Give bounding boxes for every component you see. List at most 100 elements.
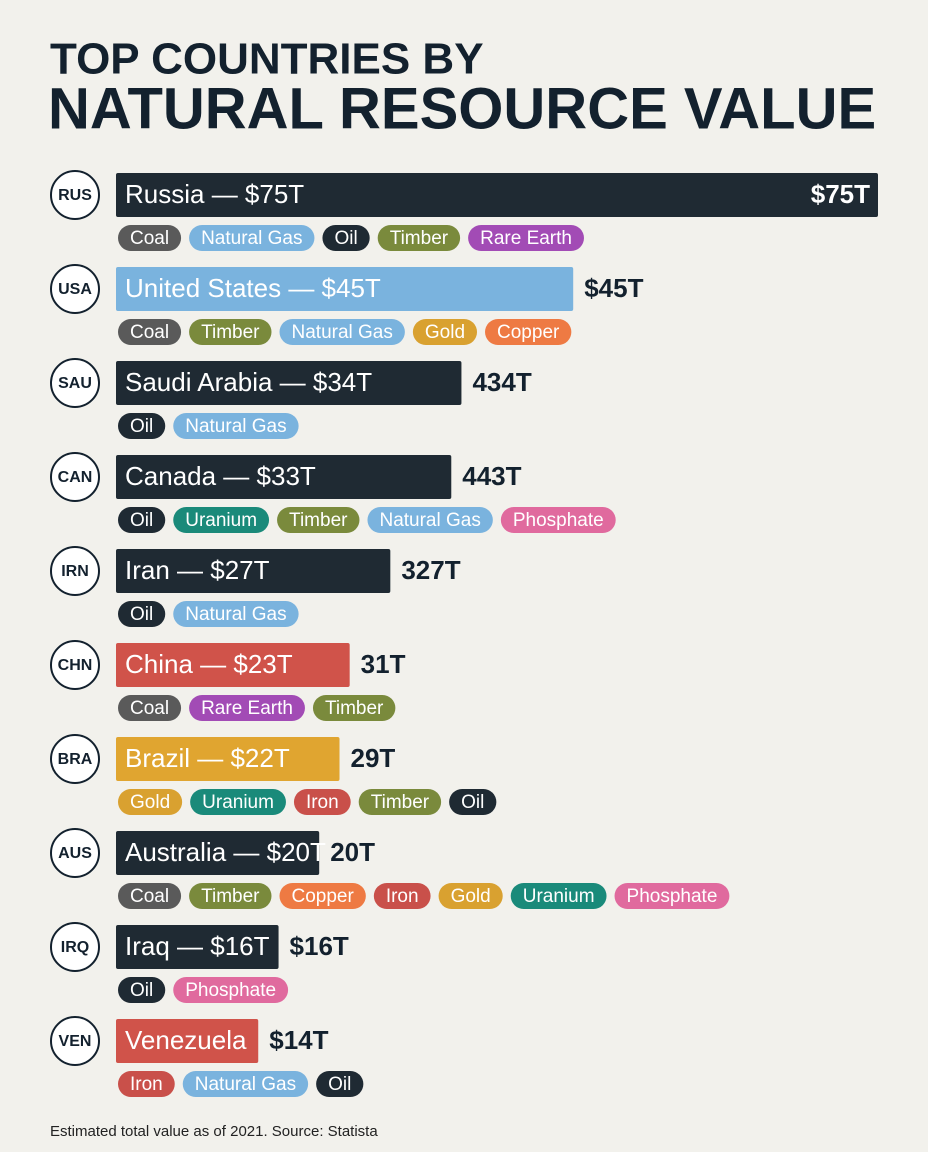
- tag-label: Oil: [130, 416, 153, 437]
- tag-pill: [279, 883, 366, 909]
- bar-label: Iraq — $16T: [125, 931, 270, 961]
- country-code: RUS: [58, 187, 92, 204]
- bar: [116, 737, 340, 781]
- tag-label: Iron: [130, 1074, 163, 1095]
- tag-pill: [173, 601, 299, 627]
- outside-label: 20T: [330, 837, 375, 867]
- tag-label: Iron: [386, 886, 419, 907]
- tag-label: Uranium: [185, 510, 257, 531]
- bar: [116, 643, 350, 687]
- tag-label: Coal: [130, 698, 169, 719]
- tag-pill: [189, 883, 272, 909]
- outside-label: 29T: [351, 743, 396, 773]
- outside-label: $14T: [269, 1025, 328, 1055]
- tag-pill: [412, 319, 478, 345]
- bar-label: Venezuela: [125, 1025, 247, 1055]
- bar-label: Russia — $75T: [125, 179, 304, 209]
- bar-label: Iran — $27T: [125, 555, 270, 585]
- bar: [116, 549, 391, 593]
- tag-pill: [189, 319, 272, 345]
- tag-label: Natural Gas: [185, 604, 286, 625]
- tag-label: Coal: [130, 322, 169, 343]
- bar-label: Brazil — $22T: [125, 743, 290, 773]
- country-code: BRA: [58, 751, 93, 768]
- code-badge: [50, 452, 100, 502]
- code-badge: [50, 264, 100, 314]
- tag-label: Oil: [130, 604, 153, 625]
- tag-label: Gold: [425, 322, 465, 343]
- tag-label: Copper: [292, 886, 355, 907]
- bar: [116, 361, 462, 405]
- bar-label: China — $23T: [125, 649, 293, 679]
- tag-label: Uranium: [202, 792, 274, 813]
- tag-label: Coal: [130, 886, 169, 907]
- bar: [116, 455, 452, 499]
- tag-pill: [173, 977, 289, 1003]
- tag-label: Iron: [306, 792, 339, 813]
- tag-pill: [316, 1071, 364, 1097]
- tag-label: Timber: [371, 792, 430, 813]
- tag-pill: [118, 507, 166, 533]
- code-badge: [50, 546, 100, 596]
- tag-pill: [510, 883, 607, 909]
- country-code: USA: [58, 281, 92, 298]
- tag-label: Oil: [334, 228, 357, 249]
- code-badge: [50, 170, 100, 220]
- tag-pill: [118, 225, 182, 251]
- tag-pill: [377, 225, 461, 251]
- tag-pill: [118, 319, 182, 345]
- tag-pill: [189, 225, 315, 251]
- tag-pill: [438, 883, 503, 909]
- tag-label: Natural Gas: [292, 322, 393, 343]
- outside-label: 434T: [472, 367, 531, 397]
- tag-label: Oil: [130, 980, 153, 1001]
- bar-label: United States — $45T: [125, 273, 381, 303]
- tag-pill: [118, 789, 183, 815]
- code-badge: [50, 1016, 100, 1066]
- outside-label: $16T: [290, 931, 349, 961]
- bar: [116, 831, 320, 875]
- tag-label: Natural Gas: [195, 1074, 296, 1095]
- tag-label: Phosphate: [513, 510, 604, 531]
- outside-label: 31T: [361, 649, 406, 679]
- tag-label: Timber: [325, 698, 384, 719]
- tag-label: Timber: [390, 228, 449, 249]
- tag-label: Gold: [130, 792, 170, 813]
- tag-label: Oil: [328, 1074, 351, 1095]
- tag-label: Phosphate: [185, 980, 276, 1001]
- outside-label: $45T: [584, 273, 643, 303]
- title-line: NATURAL RESOURCE VALUE: [48, 76, 876, 141]
- country-code: SAU: [58, 375, 92, 392]
- footnote: Estimated total value as of 2021. Source…: [50, 1123, 378, 1140]
- country-code: IRQ: [61, 939, 89, 956]
- bar: [116, 173, 878, 217]
- bar-label: Saudi Arabia — $34T: [125, 367, 372, 397]
- bar: [116, 1019, 259, 1063]
- tag-pill: [293, 789, 351, 815]
- tag-pill: [358, 789, 442, 815]
- tag-pill: [118, 695, 182, 721]
- tag-pill: [468, 225, 584, 251]
- tag-pill: [189, 695, 305, 721]
- code-badge: [50, 358, 100, 408]
- tag-label: Oil: [130, 510, 153, 531]
- tag-pill: [118, 1071, 175, 1097]
- tag-pill: [279, 319, 405, 345]
- tag-pill: [182, 1071, 309, 1097]
- tag-label: Rare Earth: [480, 228, 572, 249]
- tag-pill: [190, 789, 286, 815]
- tag-label: Copper: [497, 322, 560, 343]
- country-code: IRN: [61, 563, 89, 580]
- bar-label: Canada — $33T: [125, 461, 316, 491]
- bar-label: Australia — $20T: [125, 837, 326, 867]
- tag-pill: [485, 319, 572, 345]
- tag-label: Phosphate: [627, 886, 718, 907]
- country-code: AUS: [58, 845, 92, 862]
- tag-pill: [312, 695, 396, 721]
- code-badge: [50, 922, 100, 972]
- tag-label: Natural Gas: [185, 416, 286, 437]
- country-code: CAN: [58, 469, 93, 486]
- tag-pill: [322, 225, 370, 251]
